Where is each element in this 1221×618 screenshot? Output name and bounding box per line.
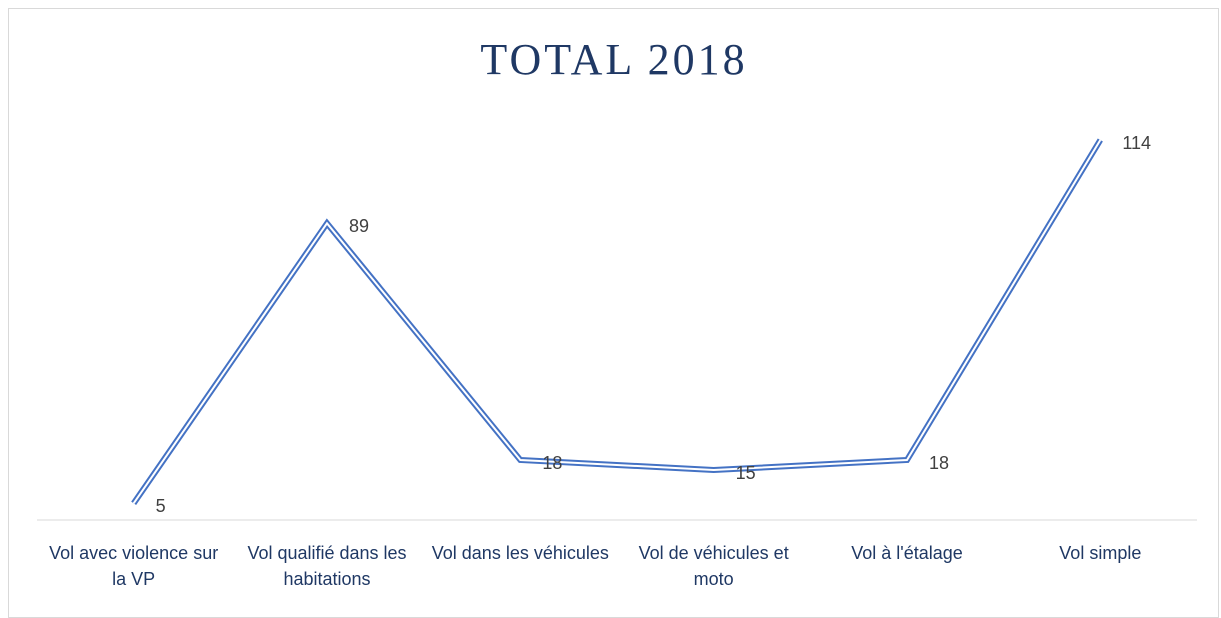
data-label: 18 bbox=[542, 453, 562, 473]
x-tick-label: Vol simple bbox=[1059, 543, 1142, 563]
data-label: 114 bbox=[1122, 133, 1151, 153]
data-label: 5 bbox=[156, 496, 166, 516]
chart-title: TOTAL 2018 bbox=[480, 35, 747, 84]
x-tick-label: Vol dans les véhicules bbox=[431, 543, 609, 563]
data-label: 15 bbox=[736, 463, 756, 483]
line-inner bbox=[132, 139, 1102, 504]
x-tick-label: Vol qualifié dans les habitations bbox=[247, 543, 407, 589]
x-tick-label: Vol avec violence sur la VP bbox=[49, 543, 219, 589]
x-tick-label: Vol de véhicules et moto bbox=[638, 543, 789, 589]
data-label: 89 bbox=[349, 216, 369, 236]
data-label: 18 bbox=[929, 453, 949, 473]
line bbox=[131, 138, 1103, 506]
x-tick-label: Vol à l'étalage bbox=[851, 543, 963, 563]
